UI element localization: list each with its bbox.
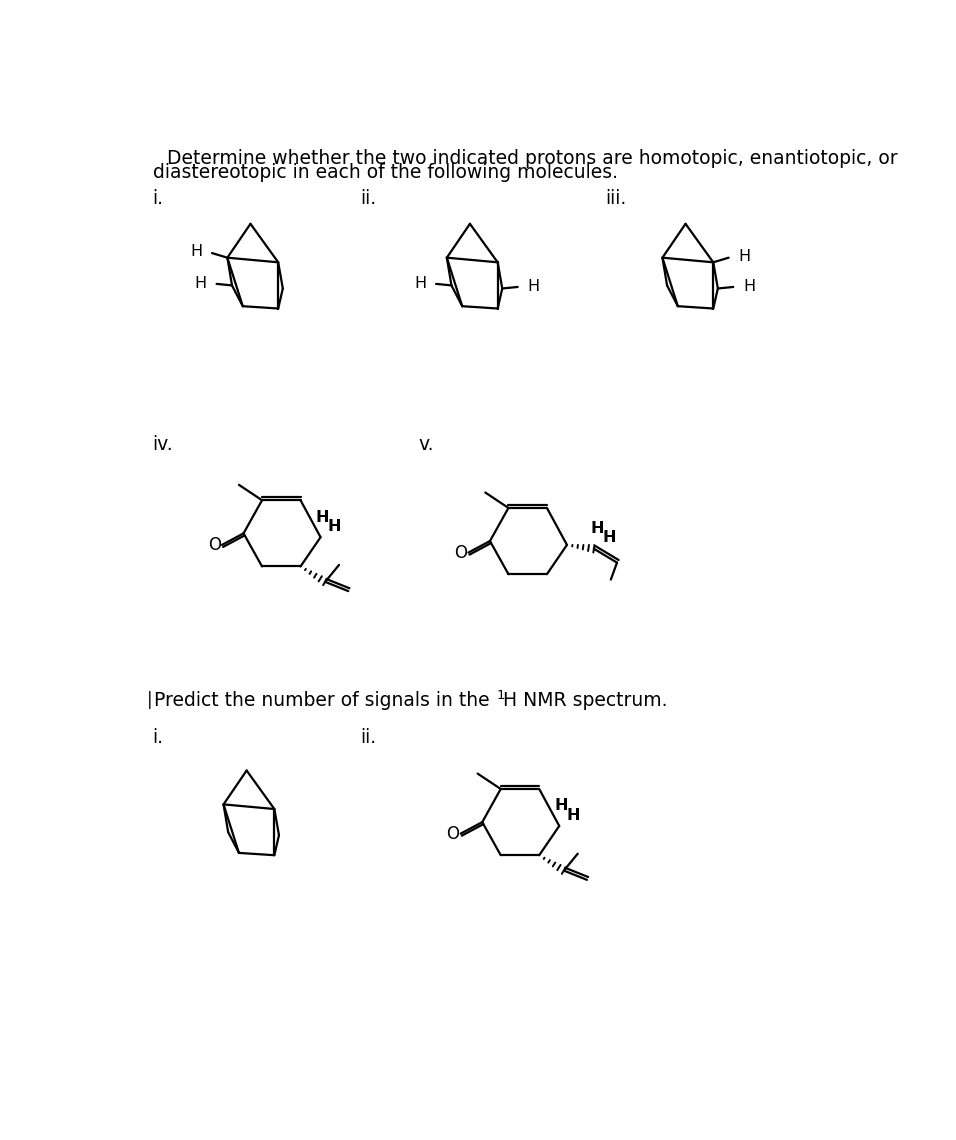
Text: H: H [739,249,750,263]
Text: H: H [190,244,203,259]
Text: i.: i. [153,728,163,747]
Text: H: H [414,276,426,292]
Text: ii.: ii. [360,189,377,207]
Text: H: H [315,510,329,524]
Text: O: O [207,536,221,554]
Text: Predict the number of signals in the: Predict the number of signals in the [154,691,496,710]
Text: H: H [194,276,206,292]
Text: iv.: iv. [153,435,173,455]
Text: 1: 1 [497,689,506,701]
Text: H NMR spectrum.: H NMR spectrum. [503,691,667,710]
Text: i.: i. [153,189,163,207]
Text: H: H [602,530,616,545]
Text: H: H [566,807,580,823]
Text: H: H [743,279,755,294]
Text: H: H [554,798,568,814]
Text: H: H [590,521,604,536]
Text: diastereotopic in each of the following molecules.: diastereotopic in each of the following … [153,163,618,182]
Text: v.: v. [419,435,434,455]
Text: |: | [146,692,152,709]
Text: iii.: iii. [605,189,627,207]
Text: H: H [528,279,540,294]
Text: Determine whether the two indicated protons are homotopic, enantiotopic, or: Determine whether the two indicated prot… [166,149,897,168]
Text: ii.: ii. [360,728,377,747]
Text: O: O [446,824,460,842]
Text: O: O [454,544,467,562]
Text: H: H [328,519,341,534]
